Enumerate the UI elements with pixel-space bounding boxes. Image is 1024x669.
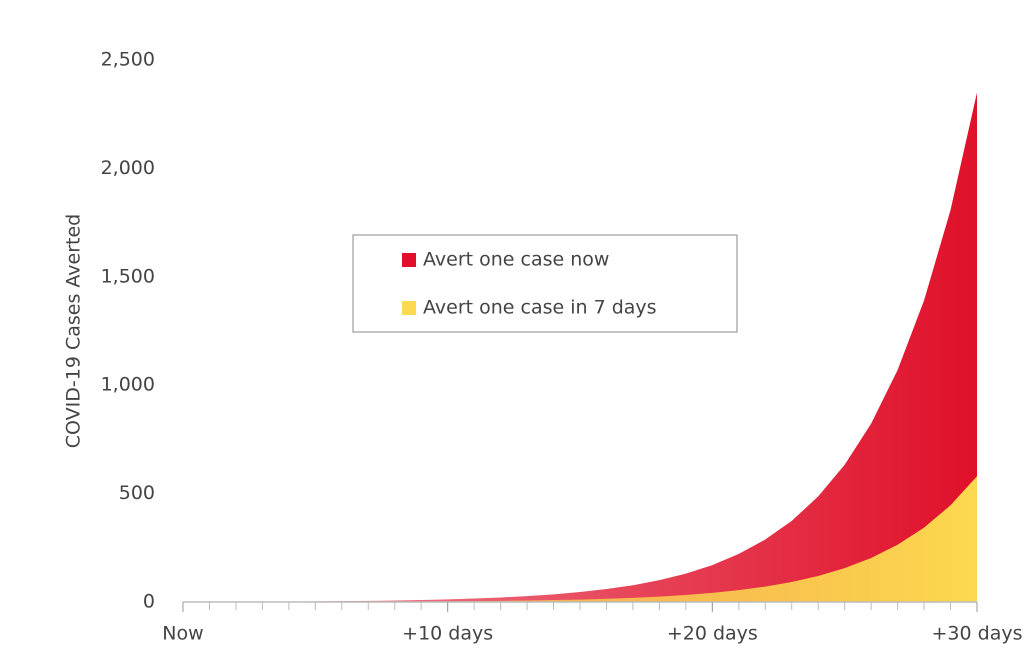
y-tick-label: 1,500 [101,265,155,287]
y-tick-label: 500 [119,482,155,504]
x-tick-label: Now [162,623,203,645]
y-tick-label: 0 [143,591,155,613]
x-tick-label: +20 days [667,623,758,645]
legend-label: Avert one case now [423,249,609,271]
x-tick-label: +10 days [402,623,493,645]
y-tick-label: 1,000 [101,374,155,396]
legend-swatch [402,253,416,267]
y-tick-label: 2,500 [101,49,155,71]
legend-label: Avert one case in 7 days [423,297,657,319]
area [183,476,977,602]
y-tick-label: 2,000 [101,157,155,179]
legend-swatch [402,301,416,315]
x-tick-label: +30 days [932,623,1023,645]
y-axis-label: COVID-19 Cases Averted [63,214,85,448]
legend-box [352,234,738,333]
area [183,92,977,603]
